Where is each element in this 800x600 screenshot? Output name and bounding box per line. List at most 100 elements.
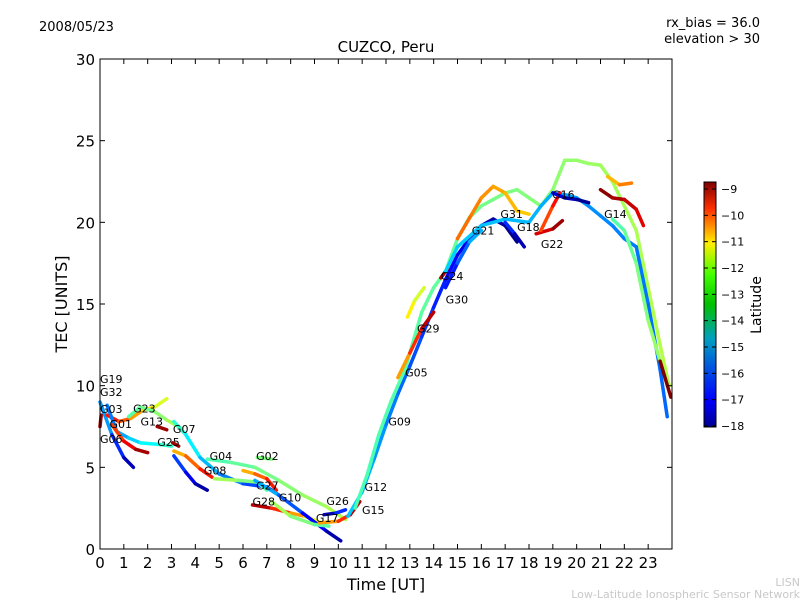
x-tick-label: 12 xyxy=(376,554,395,572)
satellite-label: G17 xyxy=(316,512,339,525)
track-segment xyxy=(479,184,495,200)
track-segment xyxy=(129,408,145,421)
colorbar-tick-label: −11 xyxy=(721,236,744,249)
colorbar-tick-label: −9 xyxy=(721,183,737,196)
track-segment xyxy=(212,477,240,483)
track-segment xyxy=(551,191,567,200)
track-segment xyxy=(491,191,507,202)
track-segment xyxy=(122,455,136,470)
track-segment xyxy=(467,228,484,244)
x-tick-label: 8 xyxy=(286,554,296,572)
colorbar-tick-label: −14 xyxy=(721,315,744,328)
colorbar-tick-label: −13 xyxy=(721,288,744,301)
track-segment xyxy=(184,470,198,486)
x-tick-label: 4 xyxy=(191,554,201,572)
track-segment xyxy=(250,503,274,510)
satellite-label: G26 xyxy=(326,495,349,508)
track-segment xyxy=(503,217,531,225)
x-tick-label: 18 xyxy=(519,554,538,572)
track-segment xyxy=(563,196,579,202)
track-segment xyxy=(412,285,426,303)
track-segment xyxy=(610,217,627,233)
track-segment xyxy=(515,187,531,200)
track-segment xyxy=(300,493,329,509)
x-tick-label: 23 xyxy=(639,554,658,572)
colorbar-tick-label: −18 xyxy=(721,420,744,433)
satellite-label: G14 xyxy=(604,208,627,221)
track-segment xyxy=(198,467,214,479)
colorbar-tick-label: −17 xyxy=(721,394,744,407)
track-segment xyxy=(622,228,638,265)
footer-org-full: Low-Latitude Ionospheric Sensor Network xyxy=(571,588,800,600)
track-segment xyxy=(134,447,150,455)
track-segment xyxy=(317,519,341,525)
satellite-label: G25 xyxy=(157,436,180,449)
x-tick-label: 17 xyxy=(496,554,515,572)
x-tick-label: 14 xyxy=(424,554,443,572)
x-tick-label: 16 xyxy=(472,554,491,572)
satellite-label: G02 xyxy=(256,450,279,463)
satellite-label: G32 xyxy=(100,386,123,399)
colorbar-ticks: −9 −10 −11 −12 −13 −14 −15 −16 −17 −18 xyxy=(704,183,744,433)
satellite-track xyxy=(269,499,331,528)
track-segment xyxy=(455,223,484,249)
track-segment xyxy=(396,364,412,396)
track-segment xyxy=(503,191,519,213)
colorbar-tick-label: −15 xyxy=(721,341,744,354)
x-tick-label: 15 xyxy=(448,554,467,572)
x-tick-label: 3 xyxy=(167,554,177,572)
x-tick-label: 22 xyxy=(615,554,634,572)
track-segment xyxy=(470,196,484,216)
track-segment xyxy=(117,416,133,424)
colorbar-tick-label: −10 xyxy=(721,209,744,222)
track-segment xyxy=(98,400,114,437)
track-segment xyxy=(479,197,495,208)
track-segment xyxy=(324,529,343,543)
track-segment xyxy=(205,457,233,465)
track-segment xyxy=(353,473,369,510)
satellite-label: G22 xyxy=(541,238,564,251)
satellite-label: G06 xyxy=(100,433,123,446)
y-tick-label: 5 xyxy=(85,459,95,477)
track-segment xyxy=(610,179,627,208)
y-tick-label: 20 xyxy=(76,214,95,232)
track-segment xyxy=(455,240,472,265)
track-segment xyxy=(586,161,603,167)
satellite-tracks xyxy=(98,158,673,543)
track-segment xyxy=(634,261,650,323)
track-segment xyxy=(598,187,615,200)
x-tick-label: 20 xyxy=(567,554,586,572)
track-segment xyxy=(184,432,202,460)
satellite-track xyxy=(551,191,591,205)
satellite-track xyxy=(443,228,484,290)
track-segment xyxy=(241,468,257,476)
satellite-track xyxy=(322,508,348,517)
track-segment xyxy=(634,228,650,290)
satellite-track xyxy=(605,174,634,187)
date-label: 2008/05/23 xyxy=(39,20,114,35)
track-segment xyxy=(527,196,543,208)
satellite-label: G05 xyxy=(405,367,428,380)
track-segment xyxy=(610,196,627,202)
track-segment xyxy=(288,511,307,519)
x-axis-ticks: 0 1 2 3 4 5 6 7 8 9 10 11 12 13 14 15 16 17 18 19 20 21 22 23 xyxy=(95,59,658,572)
track-segment xyxy=(605,174,622,187)
track-segment xyxy=(598,214,615,228)
satellite-label: G21 xyxy=(472,225,495,238)
track-segment xyxy=(229,460,257,470)
y-tick-label: 15 xyxy=(76,296,95,314)
satellite-label: G24 xyxy=(441,270,464,283)
x-tick-label: 0 xyxy=(95,554,105,572)
track-segment xyxy=(170,441,181,448)
track-segment xyxy=(110,432,126,460)
track-segment xyxy=(277,478,305,497)
x-tick-label: 9 xyxy=(310,554,320,572)
track-segment xyxy=(646,285,662,347)
x-tick-label: 19 xyxy=(543,554,562,572)
satellite-track xyxy=(503,220,526,249)
track-segment xyxy=(122,439,138,452)
y-axis-ticks: 0 5 10 15 20 25 30 xyxy=(76,51,672,559)
satellite-label: G15 xyxy=(362,504,385,517)
x-tick-label: 13 xyxy=(400,554,419,572)
